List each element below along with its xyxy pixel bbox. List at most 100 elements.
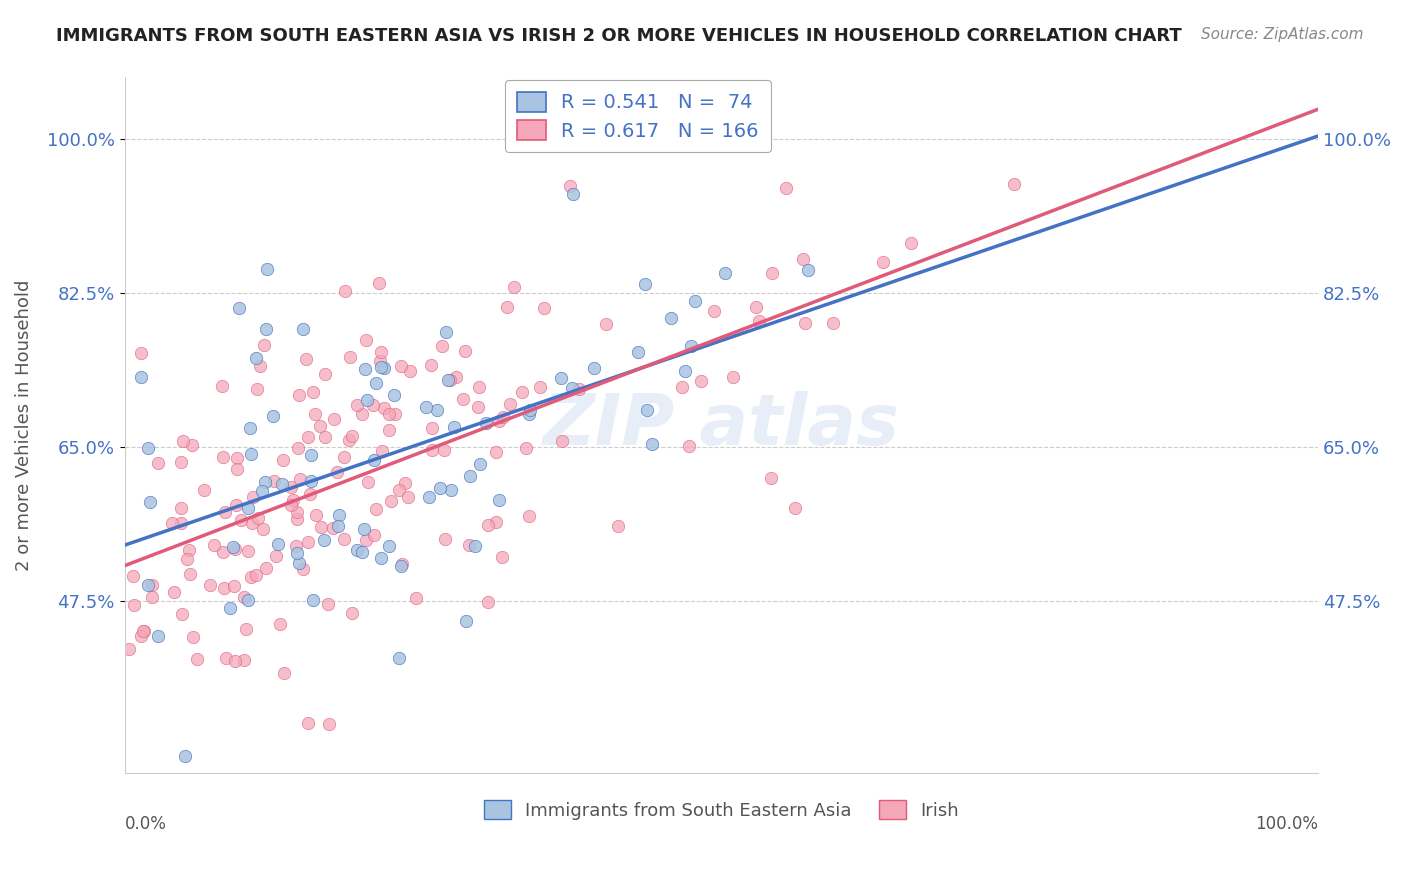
Point (309, 419, 332, 434)
Point (198, 578, 221, 592)
Point (384, 407, 406, 421)
Point (141, 578, 163, 592)
Point (225, 451, 247, 466)
Point (451, 392, 474, 406)
Point (253, 338, 276, 352)
Point (659, 310, 682, 325)
Point (328, 508, 350, 522)
Point (378, 539, 401, 553)
Point (129, 346, 152, 360)
Point (477, 595, 499, 609)
Point (179, 542, 201, 557)
Point (673, 364, 696, 378)
Point (240, 516, 263, 530)
Point (322, 520, 344, 534)
Point (214, 505, 236, 519)
Point (748, 314, 770, 328)
Point (176, 552, 198, 566)
Point (316, 597, 339, 611)
Point (388, 483, 411, 497)
Point (474, 416, 496, 430)
Point (232, 590, 254, 604)
Point (256, 262, 278, 277)
Point (761, 266, 783, 280)
Point (340, 607, 363, 621)
Point (285, 539, 308, 553)
Point (245, 568, 267, 582)
Point (361, 398, 384, 412)
Point (783, 500, 806, 515)
Point (181, 630, 204, 644)
Point (357, 475, 380, 489)
Point (269, 616, 291, 631)
Point (141, 590, 163, 604)
Point (671, 380, 693, 394)
Point (388, 651, 411, 665)
Point (298, 487, 321, 501)
Point (212, 545, 235, 559)
Point (382, 388, 405, 402)
Point (266, 549, 288, 564)
Point (299, 448, 322, 462)
Point (627, 344, 650, 359)
Point (297, 534, 319, 549)
Point (131, 624, 153, 638)
Point (121, 569, 143, 583)
Point (456, 614, 478, 628)
Point (242, 491, 264, 505)
Point (363, 452, 385, 467)
Point (690, 375, 713, 389)
Point (172, 434, 194, 449)
Point (305, 508, 328, 522)
Point (280, 498, 302, 512)
Point (186, 652, 208, 666)
Point (485, 515, 508, 529)
Point (370, 345, 392, 359)
Point (291, 321, 314, 335)
Point (391, 359, 413, 373)
Point (568, 382, 591, 396)
Point (219, 600, 242, 615)
Point (550, 371, 572, 385)
Point (240, 447, 263, 461)
Point (239, 569, 262, 583)
Point (353, 361, 375, 376)
Point (641, 437, 664, 451)
Point (439, 373, 461, 387)
Point (288, 472, 311, 486)
Point (314, 430, 336, 444)
Point (236, 500, 259, 515)
Point (288, 387, 311, 401)
Point (139, 495, 162, 509)
Point (170, 500, 193, 515)
Point (759, 470, 782, 484)
Point (426, 402, 449, 417)
Point (396, 490, 419, 504)
Point (314, 367, 336, 381)
Point (254, 561, 277, 575)
Point (394, 475, 416, 490)
Point (214, 651, 236, 665)
Point (340, 429, 363, 443)
Legend: Immigrants from South Eastern Asia, Irish: Immigrants from South Eastern Asia, Iris… (477, 793, 966, 827)
Point (485, 445, 508, 459)
Point (309, 519, 332, 533)
Point (172, 607, 194, 622)
Point (193, 483, 215, 498)
Point (363, 528, 385, 542)
Point (136, 578, 159, 592)
Point (224, 654, 246, 668)
Point (560, 179, 582, 194)
Point (454, 344, 477, 359)
Point (148, 629, 170, 643)
Point (378, 407, 401, 421)
Point (226, 462, 249, 476)
Point (434, 533, 457, 547)
Point (285, 511, 308, 525)
Point (263, 474, 285, 488)
Point (281, 493, 304, 508)
Point (420, 421, 443, 435)
Point (356, 393, 378, 408)
Point (287, 546, 309, 560)
Point (533, 301, 555, 315)
